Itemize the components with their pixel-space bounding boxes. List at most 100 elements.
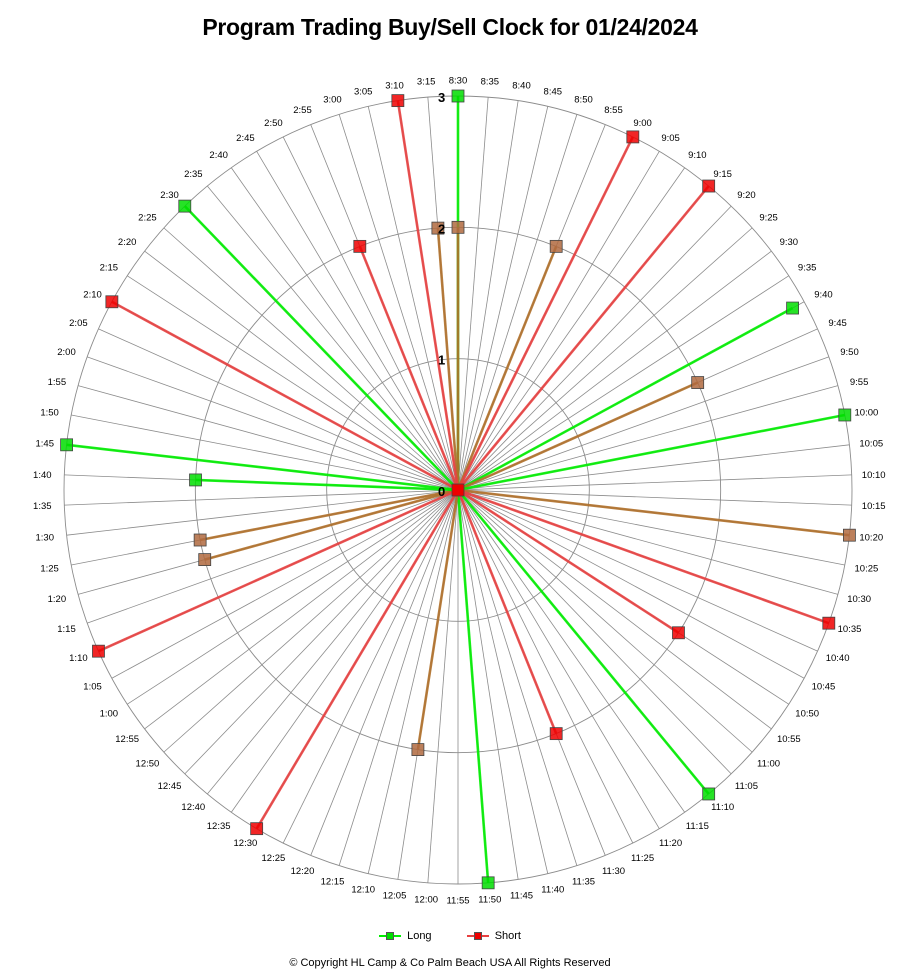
data-marker-long[interactable] bbox=[838, 408, 852, 422]
grid-spoke bbox=[163, 227, 459, 491]
chart-title: Program Trading Buy/Sell Clock for 01/24… bbox=[202, 14, 698, 40]
grid-spoke bbox=[457, 250, 772, 491]
category-label: 3:05 bbox=[354, 86, 373, 97]
data-spoke-long bbox=[457, 413, 846, 492]
data-marker-long[interactable] bbox=[451, 89, 465, 103]
category-label: 10:00 bbox=[855, 407, 879, 418]
grid-spoke bbox=[457, 489, 686, 813]
data-spoke-long bbox=[66, 443, 459, 492]
category-label: 3:10 bbox=[385, 80, 404, 91]
data-marker-long[interactable] bbox=[193, 533, 207, 547]
data-spoke-long bbox=[457, 381, 699, 492]
data-spoke-short bbox=[255, 489, 460, 830]
grid-spoke bbox=[457, 489, 845, 566]
category-label: 9:10 bbox=[688, 150, 707, 161]
data-marker-short[interactable] bbox=[702, 179, 716, 193]
data-spoke-long bbox=[199, 488, 459, 542]
category-label: 10:30 bbox=[847, 594, 871, 605]
legend-item-long[interactable]: Long bbox=[379, 930, 432, 942]
category-label: 9:15 bbox=[713, 169, 732, 180]
data-marker-short[interactable] bbox=[822, 616, 836, 630]
legend: Long Short bbox=[0, 930, 900, 942]
radial-tick-labels: 0 1 2 3 bbox=[438, 90, 445, 499]
data-spoke-short bbox=[396, 100, 460, 491]
legend-item-short[interactable]: Short bbox=[466, 930, 521, 942]
data-marker-long[interactable] bbox=[481, 876, 495, 890]
data-spoke-long bbox=[204, 488, 459, 561]
category-label: 2:00 bbox=[57, 347, 76, 358]
grid-spoke bbox=[457, 489, 772, 730]
data-spoke-short bbox=[456, 136, 634, 491]
category-label: 9:30 bbox=[780, 237, 799, 248]
grid-spoke bbox=[457, 474, 852, 491]
data-marker-long[interactable] bbox=[178, 199, 192, 213]
radial-tick-label: 0 bbox=[438, 484, 445, 499]
grid-spoke bbox=[457, 275, 789, 491]
grid-spoke bbox=[457, 489, 660, 829]
category-label: 2:50 bbox=[264, 118, 283, 129]
grid-spoke bbox=[457, 106, 549, 491]
data-marker-long[interactable] bbox=[786, 301, 799, 315]
grid-spoke bbox=[457, 100, 519, 491]
category-label: 11:00 bbox=[757, 758, 780, 769]
category-label: 11:40 bbox=[541, 885, 564, 896]
grid-spoke bbox=[457, 489, 519, 880]
data-marker-long[interactable] bbox=[691, 376, 705, 389]
data-marker-long[interactable] bbox=[843, 528, 856, 542]
grid-spoke bbox=[144, 250, 459, 491]
grid-spoke bbox=[256, 151, 459, 491]
grid-spoke bbox=[282, 136, 459, 491]
data-marker-long[interactable] bbox=[431, 221, 445, 235]
category-label: 9:45 bbox=[828, 318, 847, 329]
data-spoke-long bbox=[195, 478, 459, 492]
category-label: 1:30 bbox=[35, 533, 54, 544]
data-marker-long[interactable] bbox=[702, 787, 716, 801]
category-label: 1:10 bbox=[69, 653, 88, 664]
legend-swatch-short bbox=[466, 932, 489, 941]
data-marker-long[interactable] bbox=[549, 239, 563, 253]
data-marker-short[interactable] bbox=[549, 727, 563, 741]
category-label: 1:05 bbox=[83, 681, 102, 692]
data-marker-short[interactable] bbox=[391, 94, 405, 108]
category-label: 2:20 bbox=[118, 237, 137, 248]
data-spoke-long bbox=[456, 489, 490, 883]
grid-spoke bbox=[457, 489, 852, 506]
category-label: 10:35 bbox=[838, 624, 862, 635]
data-marker-short[interactable] bbox=[672, 626, 685, 640]
grid-spoke bbox=[367, 489, 459, 874]
grid-spoke bbox=[457, 167, 686, 491]
data-marker-long[interactable] bbox=[60, 438, 73, 452]
grid-spoke bbox=[207, 489, 459, 795]
data-marker-short[interactable] bbox=[250, 822, 264, 836]
data-marker-short[interactable] bbox=[92, 644, 105, 658]
data-marker-long[interactable] bbox=[189, 473, 202, 487]
category-label: 1:35 bbox=[33, 501, 52, 512]
grid-spoke bbox=[207, 185, 459, 491]
category-label: 8:55 bbox=[604, 105, 623, 116]
category-label: 9:40 bbox=[814, 290, 833, 301]
category-label: 2:05 bbox=[69, 318, 88, 329]
category-label: 10:20 bbox=[859, 533, 883, 544]
radial-tick-label: 3 bbox=[438, 90, 445, 105]
grid-spoke bbox=[310, 489, 459, 856]
radial-tick-label: 1 bbox=[438, 353, 445, 368]
data-marker-long[interactable] bbox=[198, 553, 212, 567]
category-label: 2:40 bbox=[209, 150, 228, 161]
data-marker-long[interactable] bbox=[411, 743, 425, 756]
radar-chart: 8:30 8:35 8:40 8:45 8:50 8:55 9:00 9:05 9:10 9:15… bbox=[33, 76, 886, 907]
category-label: 1:50 bbox=[40, 407, 59, 418]
category-label: 12:30 bbox=[234, 838, 258, 849]
category-label: 10:50 bbox=[795, 708, 819, 719]
grid-spoke bbox=[64, 489, 459, 506]
category-label: 8:50 bbox=[574, 95, 593, 106]
data-marker-short[interactable] bbox=[353, 239, 367, 253]
data-marker-short[interactable] bbox=[626, 130, 640, 144]
category-label: 12:10 bbox=[351, 885, 375, 896]
data-spoke-long bbox=[457, 306, 794, 492]
grid-spoke bbox=[457, 151, 660, 491]
category-label: 3:15 bbox=[417, 77, 436, 88]
category-label: 1:25 bbox=[40, 564, 59, 575]
category-label: 1:40 bbox=[33, 470, 52, 481]
data-marker-long[interactable] bbox=[451, 220, 465, 234]
data-marker-short[interactable] bbox=[105, 295, 119, 309]
